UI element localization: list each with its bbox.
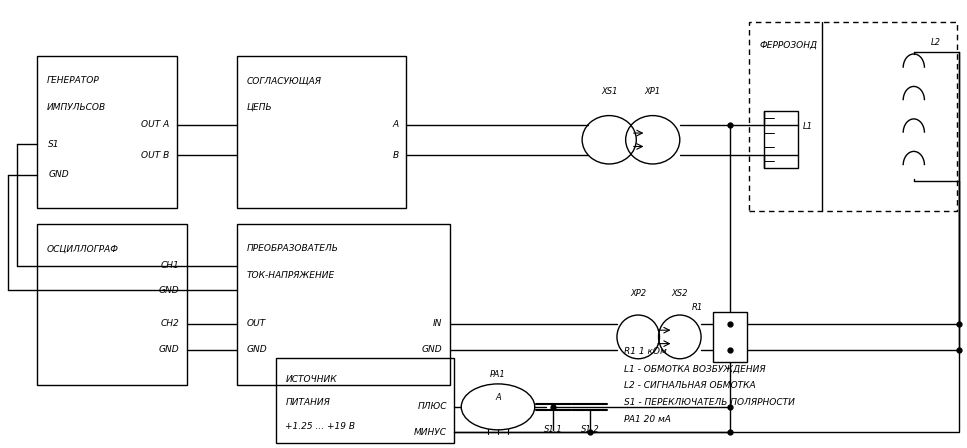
Text: ФЕРРОЗОНД: ФЕРРОЗОНД [759, 40, 817, 49]
Bar [237, 56, 406, 208]
Text: PA1: PA1 [490, 370, 506, 379]
Text: L1: L1 [803, 122, 812, 131]
Text: CH1: CH1 [161, 262, 179, 271]
Text: ПИТАНИЯ: ПИТАНИЯ [285, 398, 330, 407]
Text: XP2: XP2 [630, 289, 646, 297]
Text: L2: L2 [931, 38, 941, 47]
Text: OUT A: OUT A [141, 120, 169, 129]
Text: СОГЛАСУЮЩАЯ: СОГЛАСУЮЩАЯ [247, 76, 322, 85]
Text: A: A [393, 120, 398, 129]
Text: GND: GND [422, 345, 442, 354]
Text: XS1: XS1 [601, 87, 618, 96]
Text: МИНУС: МИНУС [414, 428, 447, 437]
Text: B: B [393, 151, 398, 159]
Ellipse shape [461, 384, 535, 430]
Text: CH2: CH2 [161, 319, 179, 328]
Bar [713, 312, 747, 362]
Bar [37, 56, 177, 208]
Text: ЦЕПЬ: ЦЕПЬ [247, 103, 272, 112]
Text: ПРЕОБРАЗОВАТЕЛЬ: ПРЕОБРАЗОВАТЕЛЬ [247, 244, 338, 253]
Bar [764, 111, 798, 168]
Text: ПЛЮС: ПЛЮС [417, 402, 447, 411]
Text: ГЕНЕРАТОР: ГЕНЕРАТОР [46, 76, 100, 85]
Text: S1 - ПЕРЕКЛЮЧАТЕЛЬ ПОЛЯРНОСТИ: S1 - ПЕРЕКЛЮЧАТЕЛЬ ПОЛЯРНОСТИ [624, 398, 795, 407]
Text: ОСЦИЛЛОГРАФ: ОСЦИЛЛОГРАФ [46, 244, 118, 253]
Text: XP1: XP1 [645, 87, 660, 96]
Text: R1 1 кОм: R1 1 кОм [624, 347, 666, 356]
Text: ТОК-НАПРЯЖЕНИЕ: ТОК-НАПРЯЖЕНИЕ [247, 271, 335, 280]
Text: S1.2: S1.2 [580, 425, 600, 434]
Text: L2 - СИГНАЛЬНАЯ ОБМОТКА: L2 - СИГНАЛЬНАЯ ОБМОТКА [624, 381, 755, 390]
Text: GND: GND [247, 345, 267, 354]
Text: GND: GND [159, 286, 179, 295]
Text: A: A [495, 393, 501, 402]
Text: XS2: XS2 [671, 289, 689, 297]
Bar [37, 224, 187, 385]
Text: GND: GND [159, 345, 179, 354]
Bar [276, 358, 454, 443]
Text: S1: S1 [48, 140, 60, 149]
Text: +1.25 ... +19 В: +1.25 ... +19 В [285, 422, 355, 431]
Text: S1.1: S1.1 [543, 425, 563, 434]
Bar [237, 224, 450, 385]
Bar [749, 22, 957, 211]
Text: ИМПУЛЬСОВ: ИМПУЛЬСОВ [46, 103, 105, 112]
Text: L1 - ОБМОТКА ВОЗБУЖДЕНИЯ: L1 - ОБМОТКА ВОЗБУЖДЕНИЯ [624, 364, 765, 373]
Text: IN: IN [432, 319, 442, 328]
Text: OUT: OUT [247, 319, 266, 328]
Text: R1: R1 [691, 303, 703, 312]
Text: OUT B: OUT B [141, 151, 169, 159]
Text: GND: GND [48, 170, 69, 179]
Text: PA1 20 мА: PA1 20 мА [624, 415, 670, 424]
Text: ИСТОЧНИК: ИСТОЧНИК [285, 375, 337, 384]
